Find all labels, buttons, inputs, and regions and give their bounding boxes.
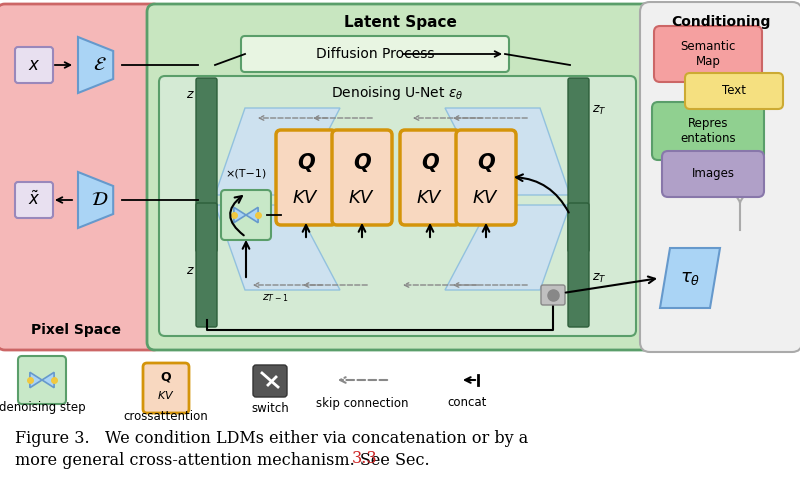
Text: Diffusion Process: Diffusion Process (316, 47, 434, 61)
Text: Images: Images (691, 168, 734, 181)
FancyBboxPatch shape (332, 130, 392, 225)
Polygon shape (78, 37, 114, 93)
Polygon shape (246, 207, 258, 223)
Polygon shape (234, 207, 246, 223)
FancyBboxPatch shape (541, 285, 565, 305)
Text: Pixel Space: Pixel Space (31, 323, 121, 337)
Text: Semantic
Map: Semantic Map (680, 40, 736, 68)
FancyBboxPatch shape (640, 2, 800, 352)
Polygon shape (42, 372, 54, 388)
Text: Q: Q (161, 370, 171, 384)
Text: concat: concat (447, 397, 486, 410)
Text: $KV$: $KV$ (158, 389, 174, 401)
Text: z: z (186, 264, 193, 276)
FancyBboxPatch shape (568, 78, 589, 252)
FancyBboxPatch shape (568, 203, 589, 327)
Text: 3.3: 3.3 (352, 450, 378, 467)
FancyBboxPatch shape (456, 130, 516, 225)
Text: $KV$: $KV$ (417, 189, 443, 207)
FancyBboxPatch shape (654, 26, 762, 82)
Polygon shape (30, 372, 42, 388)
FancyBboxPatch shape (196, 78, 217, 252)
FancyBboxPatch shape (15, 182, 53, 218)
Text: Q: Q (297, 153, 315, 173)
Text: $KV$: $KV$ (473, 189, 499, 207)
FancyBboxPatch shape (15, 47, 53, 83)
Text: skip connection: skip connection (316, 397, 408, 410)
Polygon shape (445, 108, 570, 195)
Text: Latent Space: Latent Space (343, 14, 457, 29)
Polygon shape (215, 108, 340, 195)
Text: $KV$: $KV$ (293, 189, 319, 207)
Text: switch: switch (251, 401, 289, 414)
FancyBboxPatch shape (652, 102, 764, 160)
Text: Repres
entations: Repres entations (680, 117, 736, 145)
Polygon shape (660, 248, 720, 308)
Text: $\tau_\theta$: $\tau_\theta$ (680, 269, 700, 287)
Text: Q: Q (477, 153, 495, 173)
Text: denoising step: denoising step (0, 401, 86, 414)
Text: Text: Text (722, 85, 746, 98)
Text: ×(T−1): ×(T−1) (225, 168, 266, 178)
FancyBboxPatch shape (221, 190, 271, 240)
Text: Q: Q (353, 153, 371, 173)
Text: $\mathcal{D}$: $\mathcal{D}$ (91, 191, 109, 209)
FancyBboxPatch shape (147, 4, 653, 350)
FancyBboxPatch shape (276, 130, 336, 225)
FancyBboxPatch shape (159, 76, 636, 336)
Text: $z_{T-1}$: $z_{T-1}$ (262, 292, 289, 304)
FancyBboxPatch shape (400, 130, 460, 225)
FancyBboxPatch shape (18, 356, 66, 404)
Polygon shape (78, 172, 114, 228)
FancyBboxPatch shape (143, 363, 189, 413)
FancyBboxPatch shape (241, 36, 509, 72)
Text: Denoising U-Net $\epsilon_\theta$: Denoising U-Net $\epsilon_\theta$ (330, 84, 463, 102)
Text: Figure 3.   We condition LDMs either via concatenation or by a
more general cros: Figure 3. We condition LDMs either via c… (15, 430, 528, 469)
Text: $KV$: $KV$ (349, 189, 375, 207)
Text: $x$: $x$ (28, 56, 40, 74)
FancyBboxPatch shape (196, 203, 217, 327)
Polygon shape (445, 205, 570, 290)
Text: $\tilde{x}$: $\tilde{x}$ (28, 191, 40, 209)
Text: Conditioning: Conditioning (671, 15, 770, 29)
Text: Q: Q (421, 153, 439, 173)
FancyBboxPatch shape (0, 4, 161, 350)
Polygon shape (215, 205, 340, 290)
Text: crossattention: crossattention (124, 411, 208, 424)
FancyBboxPatch shape (253, 365, 287, 397)
Text: $\mathcal{E}$: $\mathcal{E}$ (93, 56, 107, 74)
Text: $z_T$: $z_T$ (592, 103, 606, 116)
Text: z: z (186, 87, 193, 100)
FancyBboxPatch shape (685, 73, 783, 109)
FancyBboxPatch shape (662, 151, 764, 197)
Text: $z_T$: $z_T$ (592, 271, 606, 284)
